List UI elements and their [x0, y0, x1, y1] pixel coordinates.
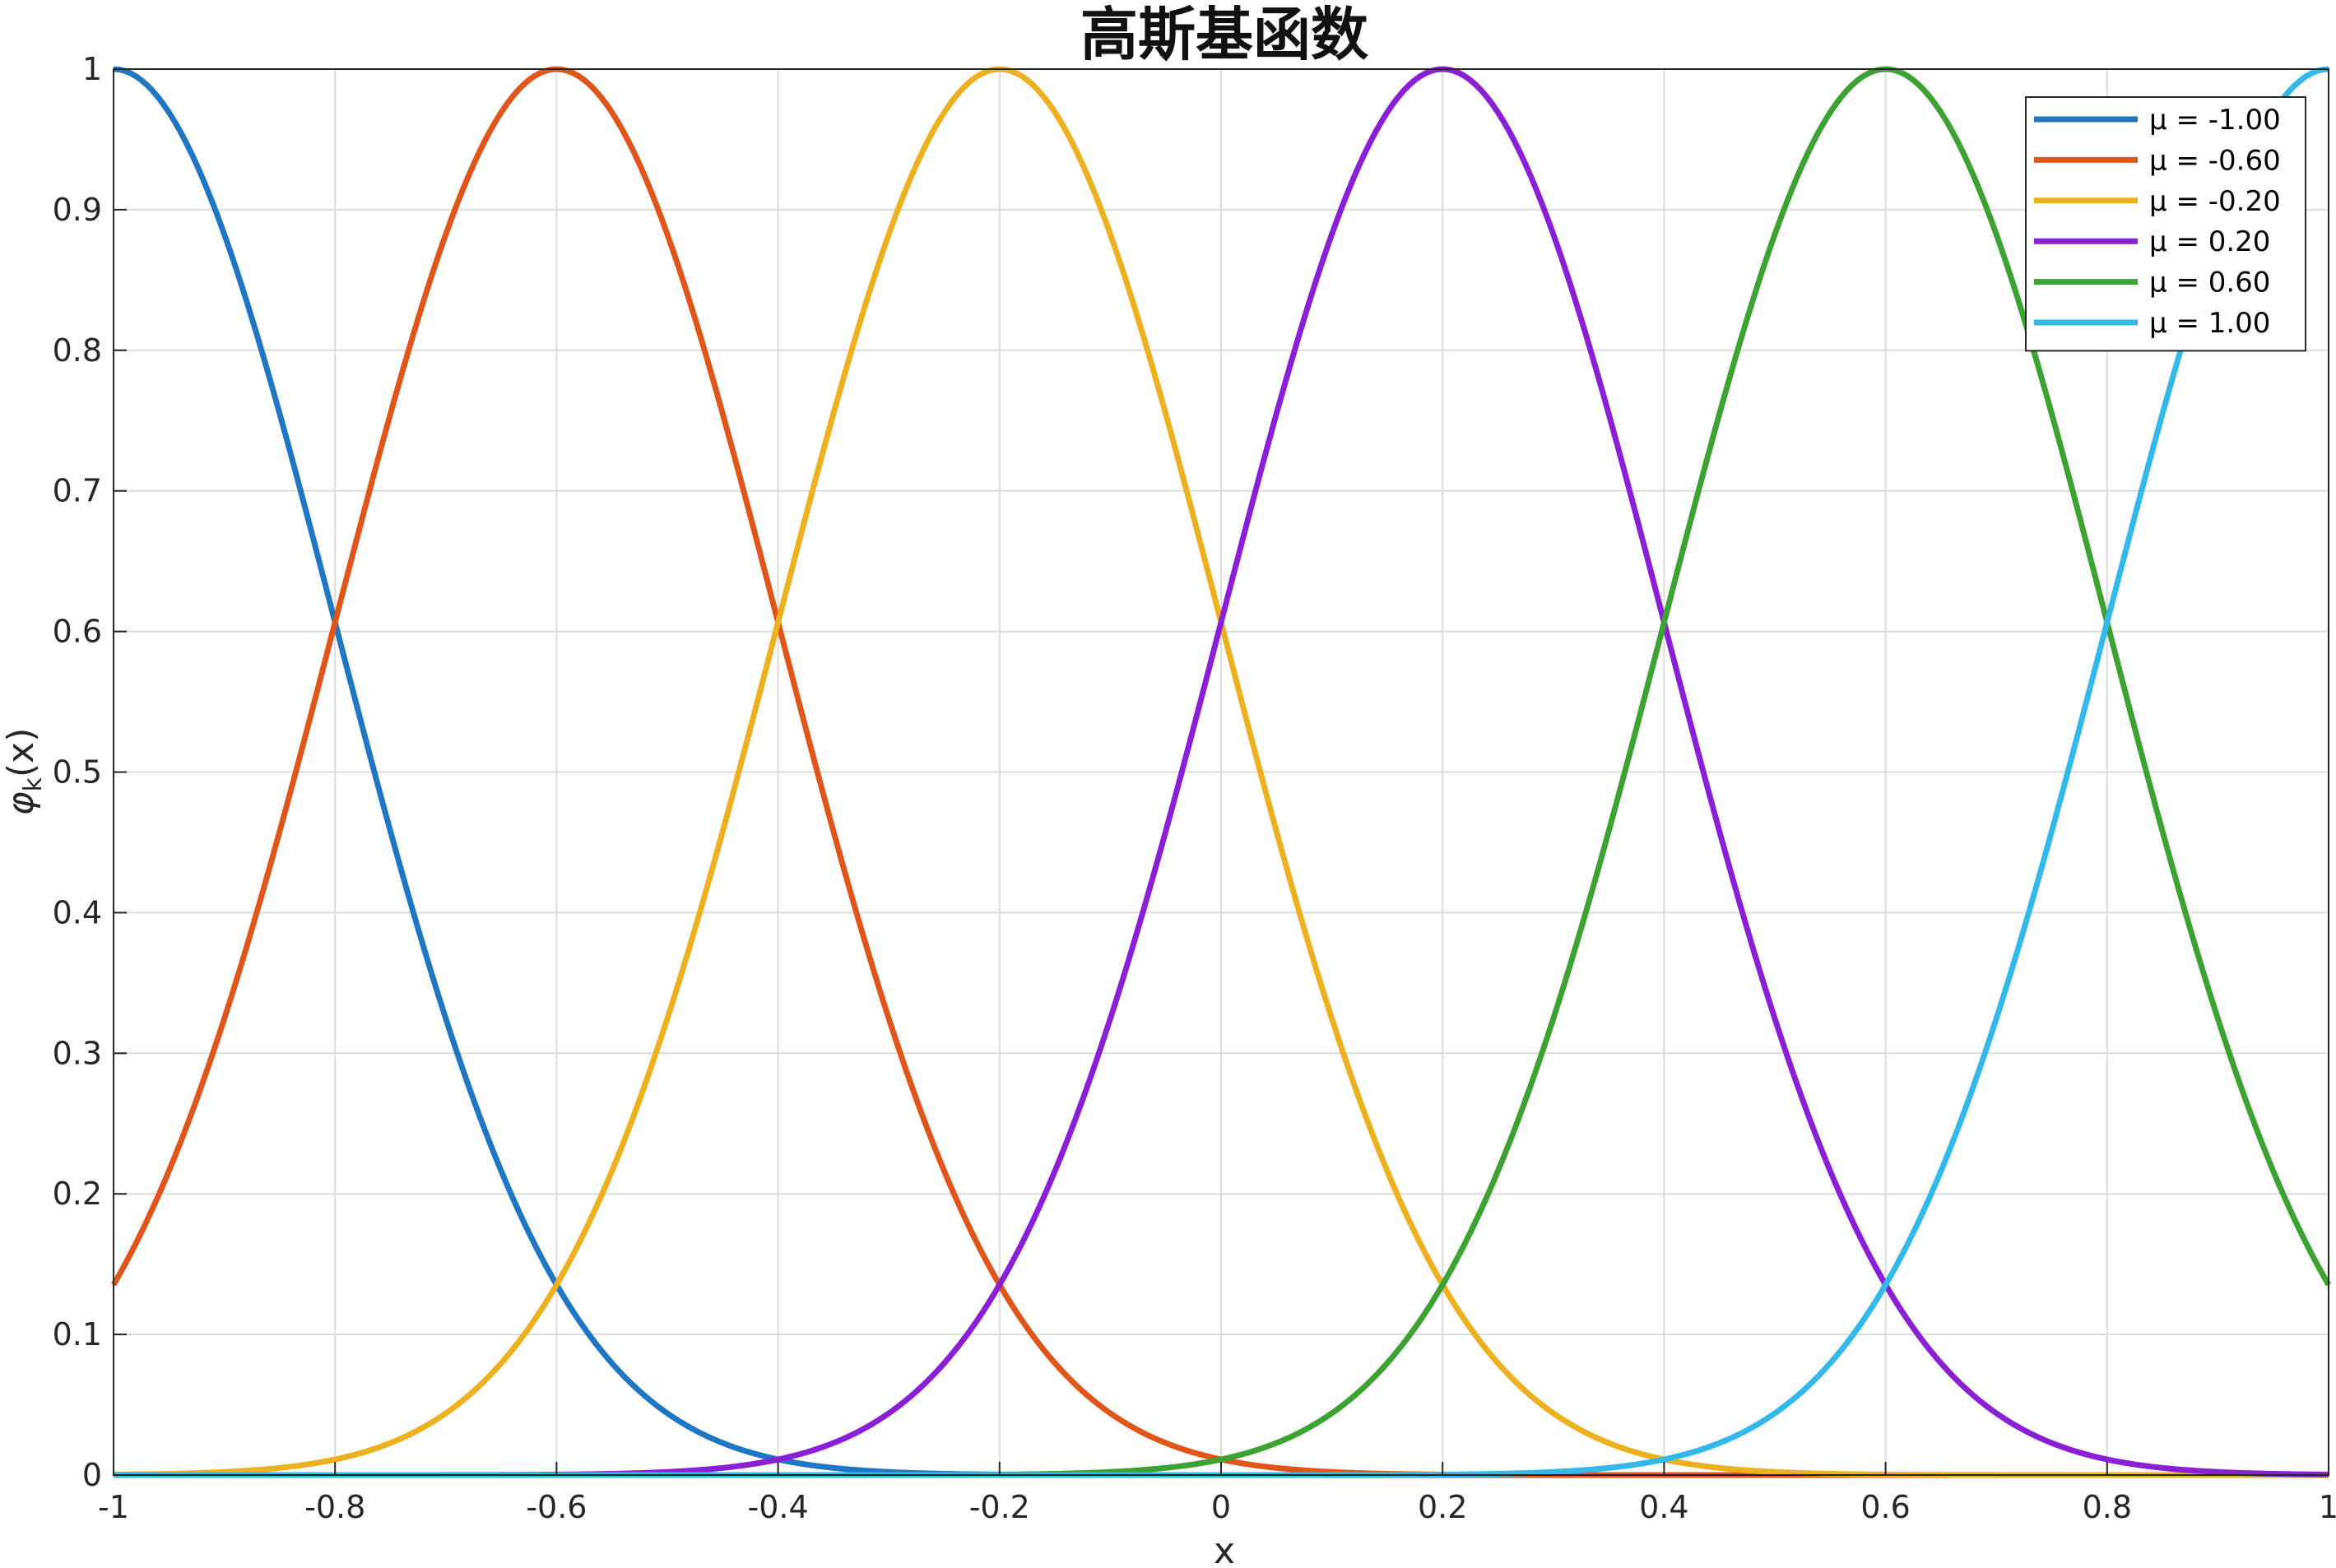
legend-label-0: μ = -1.00	[2149, 104, 2281, 137]
y-tick-label: 0.5	[53, 754, 102, 791]
legend-label-4: μ = 0.60	[2149, 267, 2270, 299]
y-axis-label-subscript: k	[19, 777, 48, 791]
x-tick-label: -0.8	[304, 1489, 365, 1525]
legend-label-5: μ = 1.00	[2149, 307, 2270, 340]
x-tick-label: 0	[1211, 1489, 1231, 1525]
legend-label-1: μ = -0.60	[2149, 144, 2281, 177]
y-tick-label: 0	[82, 1457, 102, 1493]
x-tick-label: 0.8	[2083, 1489, 2132, 1525]
x-tick-label: -0.6	[526, 1489, 587, 1525]
legend-label-2: μ = -0.20	[2149, 185, 2281, 218]
y-tick-label: 0.1	[53, 1316, 102, 1352]
legend-box	[2025, 96, 2306, 352]
y-tick-label: 0.8	[53, 332, 102, 369]
y-axis-label: φk(x)	[0, 728, 48, 816]
y-tick-label: 1	[82, 51, 102, 87]
x-tick-label: 1	[2319, 1489, 2336, 1525]
x-tick-label: -0.2	[969, 1489, 1030, 1525]
x-tick-label: -1	[98, 1489, 129, 1525]
y-tick-label: 0.3	[53, 1035, 102, 1071]
x-tick-label: 0.4	[1639, 1489, 1688, 1525]
x-tick-label: 0.6	[1860, 1489, 1910, 1525]
axis-ticks: -1 -0.8 -0.6 -0.4 -0.2 0 0.2 0.4 0.6 0.8 1 0 0.1 0.2 0…	[53, 51, 2336, 1525]
grid	[113, 68, 2329, 1476]
y-axis-label-arg: (x)	[0, 728, 42, 777]
y-axis-label-phi: φ	[0, 791, 42, 815]
y-tick-label: 0.4	[53, 894, 102, 930]
y-tick-label: 0.7	[53, 473, 102, 509]
x-tick-label: -0.4	[748, 1489, 809, 1525]
y-tick-label: 0.9	[53, 192, 102, 228]
x-axis-label: x	[1214, 1530, 1235, 1568]
chart-title: 高斯基函数	[1080, 0, 1368, 68]
x-tick-label: 0.2	[1418, 1489, 1467, 1525]
y-tick-label: 0.2	[53, 1176, 102, 1212]
y-tick-label: 0.6	[53, 614, 102, 650]
legend: μ = -1.00 μ = -0.60 μ = -0.20 μ = 0.20 μ = 0…	[2025, 96, 2306, 352]
legend-label-3: μ = 0.20	[2149, 225, 2270, 258]
